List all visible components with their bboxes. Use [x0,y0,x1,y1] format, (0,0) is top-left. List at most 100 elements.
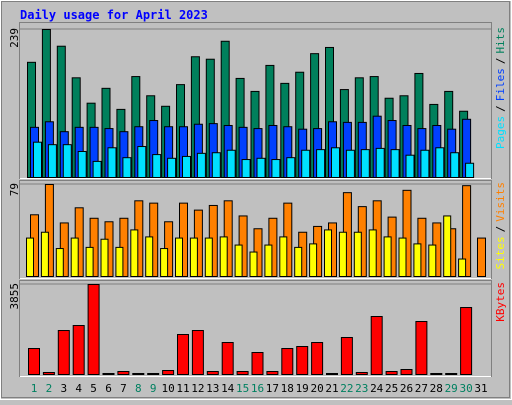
x-tick-label: 21 [325,382,338,395]
bar [117,371,130,376]
legend: KBytes [494,282,507,322]
bar [87,284,100,375]
bar [286,157,296,178]
bar [420,149,430,179]
bar [324,229,332,278]
bar [122,157,132,178]
bar [219,236,228,277]
bar [402,189,412,277]
bar [398,237,407,278]
x-tick-label: 29 [445,382,458,395]
bar [428,244,437,277]
bar [383,236,392,277]
x-tick-label: 4 [75,382,82,395]
bar [92,160,102,178]
bar [413,243,422,278]
bar [234,244,243,277]
bar [435,147,445,179]
bar [458,258,467,278]
bar [132,372,145,375]
bar [28,348,40,375]
legend-entry: Visits [494,182,507,222]
x-tick-label: 16 [251,382,264,395]
y-tick-label: 79 [8,183,21,196]
x-tick-label: 5 [90,382,97,395]
x-tick-label: 11 [176,382,189,395]
x-tick-label: 6 [105,382,112,395]
bar [72,325,85,376]
bar [137,146,147,179]
x-tick-label: 15 [236,382,249,395]
bar [241,159,251,178]
bar [256,157,266,178]
bar [400,369,413,376]
legend-entry: KBytes [494,282,507,322]
bar [264,244,273,277]
bar [175,237,183,278]
bar [221,342,234,375]
bar [415,321,428,376]
bar [47,144,57,178]
bar [296,346,309,375]
bar [107,147,117,179]
bar [211,152,221,179]
bar [465,162,475,179]
bar [44,184,54,277]
bar [316,149,326,179]
bar [145,236,154,277]
legend-entry: Hits [494,27,507,54]
bar [430,372,443,375]
x-tick-label: 7 [120,382,127,395]
bar [353,231,362,278]
legend-separator: / [494,226,507,233]
bar [390,149,400,179]
legend: Pages / Files / Hits [494,27,507,149]
bar [477,237,486,278]
bar [115,246,124,278]
bar [147,372,160,375]
bar [189,237,198,278]
bar [177,334,189,375]
x-tick-label: 18 [281,382,294,395]
bar [355,371,368,375]
bar [271,159,281,178]
bar [331,147,340,179]
x-tick-label: 31 [474,382,487,395]
bar [152,154,162,178]
bar [249,251,258,277]
bar [338,231,347,278]
bar [196,152,206,178]
bar [102,372,115,375]
bar [160,248,169,277]
bar [191,330,204,375]
bar [294,246,303,278]
bar [162,370,175,375]
x-tick-label: 20 [310,382,323,395]
x-tick-label: 30 [459,382,472,395]
bar [370,316,383,375]
x-tick-label: 3 [60,382,67,395]
legend-separator: / [494,58,507,65]
bar [405,154,415,178]
bar [85,246,94,278]
bar [281,348,294,375]
legend: Sites / Visits [494,182,507,270]
y-tick-label: 3855 [8,283,21,310]
bar [443,215,452,277]
bar [360,149,370,179]
frame-inner [1,1,510,398]
bar [182,155,191,178]
bar [204,237,213,278]
bar [251,352,264,375]
bar [326,372,338,375]
bar [279,236,288,277]
x-tick-label: 26 [400,382,413,395]
bar [445,372,458,375]
bar [226,149,236,179]
bar [42,371,55,375]
x-tick-label: 25 [385,382,398,395]
x-tick-label: 14 [221,382,235,395]
bar [40,231,49,278]
